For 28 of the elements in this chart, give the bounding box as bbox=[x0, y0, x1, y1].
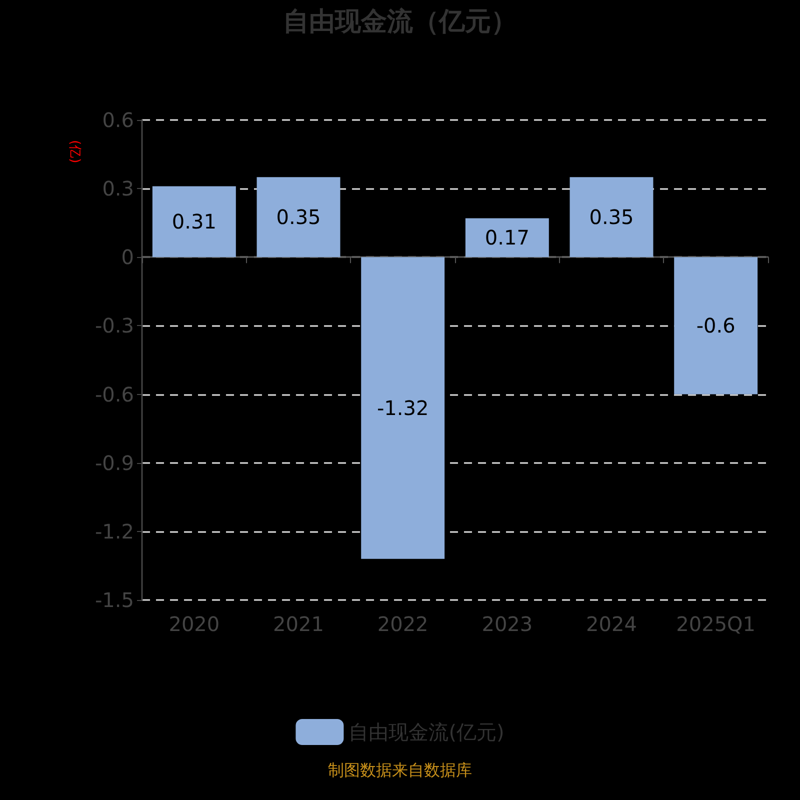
bar bbox=[256, 177, 340, 258]
y-axis-title: (亿) bbox=[67, 140, 82, 164]
y-tick-label: -1.2 bbox=[94, 519, 134, 544]
x-tick-label: 2022 bbox=[377, 612, 428, 636]
bar bbox=[152, 186, 236, 258]
x-tick-label: 2023 bbox=[482, 612, 533, 636]
x-tick-label: 2021 bbox=[273, 612, 324, 636]
bar bbox=[465, 218, 549, 258]
bar bbox=[361, 257, 445, 559]
bar bbox=[674, 257, 758, 394]
data-label: -0.6 bbox=[696, 314, 736, 338]
data-label: 0.35 bbox=[276, 205, 321, 230]
y-tick-label: -0.9 bbox=[94, 450, 134, 475]
x-tick-label: 2025Q1 bbox=[676, 612, 756, 636]
text: 制图数据来自数据库 bbox=[328, 760, 472, 780]
y-tick-label: -0.3 bbox=[94, 314, 134, 338]
y-tick-label: -1.5 bbox=[94, 588, 134, 612]
y-tick-label: -0.6 bbox=[94, 382, 134, 406]
data-label: 0.31 bbox=[172, 210, 216, 234]
x-tick-label: 2020 bbox=[168, 612, 220, 636]
x-tick-label: 2024 bbox=[586, 612, 637, 636]
data-label: -1.32 bbox=[376, 396, 429, 420]
y-tick-label: 0 bbox=[121, 245, 134, 270]
y-tick-label: 0.6 bbox=[102, 108, 134, 132]
data-label: 0.35 bbox=[589, 205, 634, 230]
y-tick-label: 0.3 bbox=[102, 176, 134, 201]
data-label: 0.17 bbox=[484, 226, 530, 250]
bar bbox=[570, 177, 654, 258]
